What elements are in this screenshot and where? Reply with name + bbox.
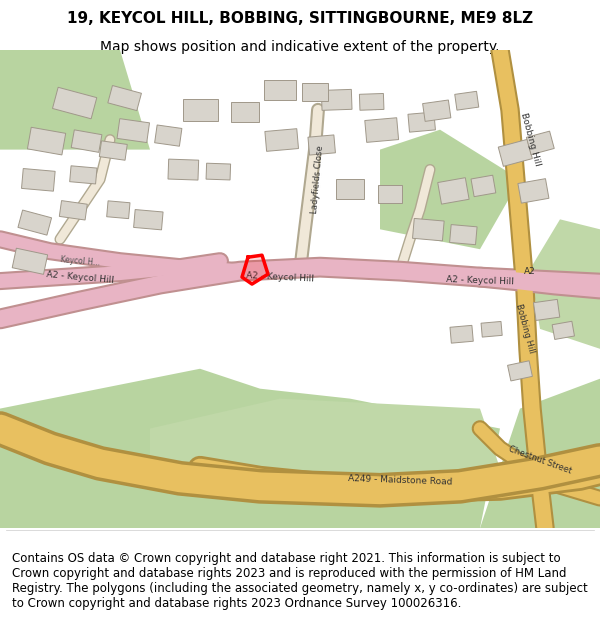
Text: Map shows position and indicative extent of the property.: Map shows position and indicative extent… (100, 40, 500, 54)
Bar (498, 139, 532, 166)
Text: A249 - Maidstone Road: A249 - Maidstone Road (347, 474, 452, 487)
Bar (231, 102, 259, 122)
Text: Contains OS data © Crown copyright and database right 2021. This information is : Contains OS data © Crown copyright and d… (12, 552, 588, 611)
Bar (28, 127, 65, 155)
Bar (533, 299, 560, 321)
Text: A2 - Keycol Hill: A2 - Keycol Hill (446, 276, 514, 287)
Text: 19, KEYCOL HILL, BOBBING, SITTINGBOURNE, ME9 8LZ: 19, KEYCOL HILL, BOBBING, SITTINGBOURNE,… (67, 11, 533, 26)
Bar (359, 94, 384, 110)
Polygon shape (242, 255, 268, 284)
Bar (408, 112, 436, 132)
Bar (302, 83, 328, 101)
Bar (59, 201, 87, 220)
Bar (265, 129, 298, 151)
Bar (471, 175, 496, 197)
Bar (518, 179, 549, 203)
Bar (107, 201, 130, 219)
Bar (18, 210, 52, 235)
Text: A2 - Keycol Hill: A2 - Keycol Hill (46, 269, 114, 284)
Text: A2 - Keycol Hill: A2 - Keycol Hill (246, 271, 314, 283)
Bar (117, 119, 149, 142)
Bar (322, 89, 352, 111)
Bar (508, 361, 532, 381)
Bar (413, 218, 444, 241)
Bar (155, 125, 182, 146)
Bar (422, 100, 451, 121)
Bar (182, 99, 218, 121)
Bar (308, 135, 335, 155)
Bar (12, 248, 47, 274)
Bar (438, 177, 469, 204)
Bar (365, 118, 398, 142)
Bar (450, 326, 473, 343)
Bar (264, 80, 296, 100)
Text: Ladyfields Close: Ladyfields Close (311, 145, 325, 214)
Bar (71, 130, 102, 152)
Bar (134, 209, 163, 230)
Bar (108, 86, 142, 111)
Bar (206, 163, 230, 180)
Bar (52, 88, 97, 119)
Bar (481, 321, 502, 337)
Text: Bobbing Hill: Bobbing Hill (514, 303, 536, 355)
Bar (455, 91, 479, 110)
Bar (526, 131, 554, 154)
Bar (22, 169, 55, 191)
Bar (99, 141, 127, 160)
Bar (70, 166, 97, 184)
Bar (168, 159, 199, 180)
Text: Keycol H...: Keycol H... (60, 255, 100, 268)
Bar (336, 179, 364, 199)
Bar (378, 186, 402, 203)
Bar (552, 321, 574, 339)
Text: A2: A2 (524, 267, 536, 276)
Text: Bobbing Hill: Bobbing Hill (518, 112, 541, 168)
Text: Chestnut Street: Chestnut Street (507, 445, 573, 476)
Bar (449, 224, 477, 245)
